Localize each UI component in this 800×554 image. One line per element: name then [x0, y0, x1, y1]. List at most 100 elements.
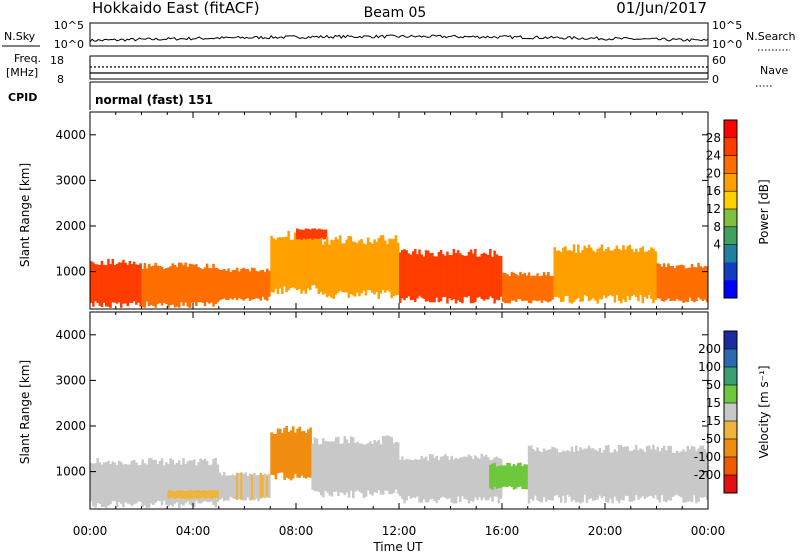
heatmap-cell	[579, 447, 582, 504]
heatmap-cell	[411, 460, 415, 498]
heatmap-cell	[461, 457, 464, 497]
heatmap-cell	[703, 449, 707, 497]
heatmap-cell	[459, 457, 462, 502]
heatmap-cell	[701, 267, 705, 301]
heatmap-cell	[590, 448, 593, 499]
heatmap-cell	[665, 267, 668, 301]
heatmap-cell	[650, 449, 653, 496]
heatmap-cell	[352, 437, 355, 499]
colorbar-segment	[724, 457, 737, 476]
heatmap-cell	[364, 444, 368, 497]
heatmap-cell	[266, 268, 269, 301]
heatmap-cell	[441, 456, 445, 497]
heatmap-cell	[519, 271, 522, 300]
heatmap-cell	[497, 255, 501, 301]
heatmap-cell	[233, 270, 237, 298]
heatmap-cell	[422, 458, 426, 500]
heatmap-cell	[190, 490, 194, 499]
heatmap-cell	[199, 268, 202, 303]
heatmap-cell	[285, 426, 288, 478]
heatmap-cell	[195, 465, 198, 501]
heatmap-cell	[263, 272, 267, 300]
heatmap-cell	[439, 456, 443, 498]
velocity-x-ticks	[89, 312, 709, 509]
heatmap-cell	[510, 271, 514, 301]
freq-label-line2: [MHz]	[6, 66, 38, 79]
heatmap-cell	[416, 254, 419, 299]
beam-title: Beam 05	[364, 5, 427, 21]
heatmap-cell	[175, 490, 179, 499]
heatmap-cell	[446, 456, 449, 499]
heatmap-cell	[326, 236, 329, 298]
colorbar-segment	[724, 209, 737, 228]
heatmap-cell	[197, 267, 200, 303]
heatmap-cell	[658, 264, 662, 299]
nsky-label: N.Sky	[4, 30, 36, 43]
heatmap-cell	[369, 242, 372, 291]
heatmap-cell	[476, 256, 479, 298]
heatmap-cell	[231, 270, 235, 300]
heatmap-cell	[495, 466, 499, 489]
heatmap-cell	[126, 464, 129, 504]
heatmap-cell	[315, 231, 318, 289]
heatmap-cell	[456, 459, 460, 497]
heatmap-cell	[450, 255, 453, 301]
x-tick-label: 12:00	[382, 524, 417, 538]
heatmap-cell	[296, 228, 299, 240]
heatmap-cell	[566, 450, 569, 495]
nsky-tick-bottom-right: 10^0	[712, 38, 742, 51]
date-title: 01/Jun/2017	[616, 0, 707, 17]
colorbar-segment	[724, 191, 737, 210]
heatmap-cell	[549, 449, 552, 501]
heatmap-cell	[630, 450, 634, 502]
heatmap-cell	[517, 275, 520, 299]
heatmap-cell	[401, 456, 404, 499]
heatmap-cell	[390, 239, 393, 299]
heatmap-cell	[186, 266, 190, 307]
heatmap-cell	[270, 235, 273, 293]
heatmap-cell	[529, 276, 533, 304]
heatmap-cell	[100, 260, 104, 308]
heatmap-cell	[201, 460, 205, 503]
heatmap-cell	[551, 276, 554, 300]
heatmap-cell	[647, 445, 651, 497]
heatmap-cell	[322, 438, 325, 498]
heatmap-cell	[128, 464, 132, 505]
heatmap-cell	[250, 474, 254, 501]
heatmap-cell	[199, 490, 202, 499]
heatmap-cell	[409, 459, 413, 499]
heatmap-cell	[527, 272, 531, 303]
heatmap-cell	[566, 250, 569, 296]
heatmap-cell	[307, 429, 310, 478]
heatmap-cell	[444, 454, 447, 498]
heatmap-cell	[270, 432, 273, 475]
nsky-tick-bottom-left: 10^0	[54, 38, 84, 51]
heatmap-cell	[538, 451, 541, 502]
heatmap-cell	[390, 437, 393, 494]
freq-panel: Freq. [MHz] 18 8 60 0 Nave	[6, 52, 788, 87]
heatmap-cell	[328, 441, 331, 496]
heatmap-cell	[218, 472, 222, 500]
heatmap-cell	[553, 447, 556, 496]
heatmap-cell	[353, 242, 357, 297]
heatmap-cell	[555, 448, 559, 495]
heatmap-cell	[107, 460, 110, 506]
nsky-frame	[89, 22, 709, 47]
heatmap-cell	[605, 445, 608, 503]
colorbar-segment	[724, 385, 737, 404]
heatmap-cell	[495, 254, 499, 300]
heatmap-cell	[356, 441, 359, 491]
heatmap-cell	[158, 460, 162, 502]
heatmap-cell	[337, 436, 340, 496]
heatmap-cell	[678, 452, 681, 497]
heatmap-cell	[244, 472, 247, 501]
heatmap-cell	[396, 442, 400, 494]
heatmap-cell	[414, 459, 417, 498]
heatmap-cell	[300, 229, 303, 240]
nsky-tick-top-left: 10^5	[54, 19, 84, 32]
heatmap-cell	[693, 446, 696, 496]
heatmap-cell	[152, 265, 155, 306]
heatmap-cell	[675, 450, 679, 495]
heatmap-cell	[388, 238, 391, 292]
heatmap-cell	[212, 263, 215, 307]
